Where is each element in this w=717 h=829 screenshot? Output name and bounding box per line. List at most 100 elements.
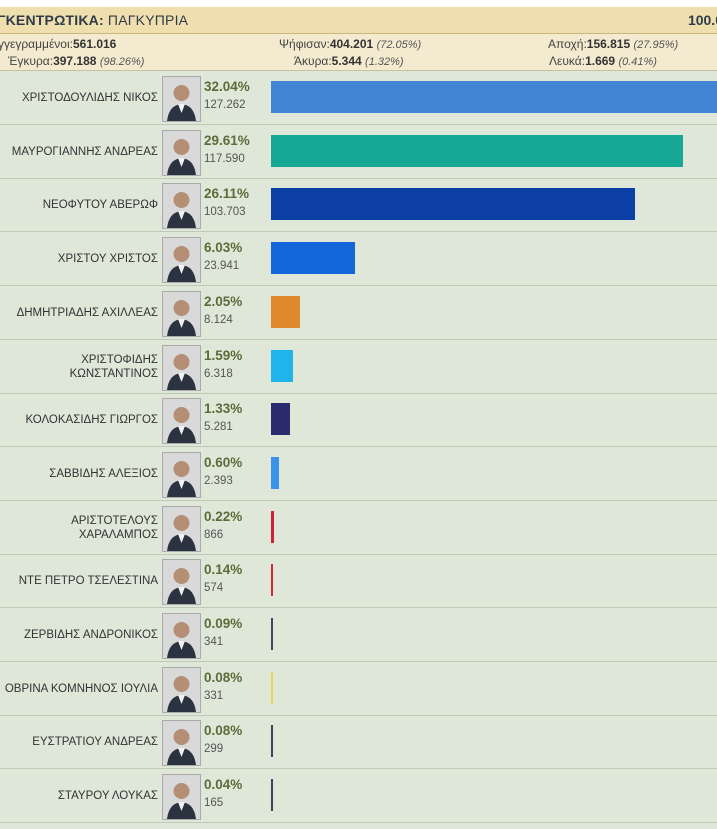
candidate-name: ΣΤΑΥΡΟΥ ΛΟΥΚΑΣ [57,789,158,802]
candidate-name: ΧΡΙΣΤΟΔΟΥΛΙΔΗΣ ΝΙΚΟΣ [21,91,158,104]
percent-label: 0.22% [204,509,243,524]
candidate-photo [162,667,201,713]
candidate-row: ΝΤΕ ΠΕΤΡΟ ΤΣΕΛΕΣΤΙΝΑ 0.14% 574 [0,554,717,608]
stat-blank: Λευκά:1.669 (0.41%) [549,54,657,68]
stat-blank-pct: (0.41%) [618,56,657,68]
votes-label: 5.281 [204,421,233,433]
stat-abstention: Αποχή:156.815 (27.95%) [548,37,678,51]
candidate-photo [162,345,201,391]
candidate-name: ΝΕΟΦΥΤΟΥ ΑΒΕΡΩΦ [42,198,158,211]
percent-label: 26.11% [204,186,250,201]
stat-abstention-pct: (27.95%) [633,39,679,51]
candidate-photo [162,130,201,176]
candidate-name: ΣΑΒΒΙΔΗΣ ΑΛΕΞΙΟΣ [49,467,158,480]
candidate-photo [162,506,201,552]
candidate-name: ΜΑΥΡΟΓΙΑΝΝΗΣ ΑΝΔΡΕΑΣ [11,145,158,158]
candidate-name: ΝΤΕ ΠΕΤΡΟ ΤΣΕΛΕΣΤΙΝΑ [18,574,158,587]
candidate-photo [162,559,201,605]
candidate-row: ΕΥΣΤΡΑΤΙΟΥ ΑΝΔΡΕΑΣ 0.08% 299 [0,715,717,769]
result-bar [271,725,273,757]
stat-valid: Έγκυρα:397.188 (98.26%) [8,54,144,68]
candidate-row: ΝΕΟΦΥΤΟΥ ΑΒΕΡΩΦ 26.11% 103.703 [0,178,717,232]
candidate-row: ΖΕΡΒΙΔΗΣ ΑΝΔΡΟΝΙΚΟΣ 0.09% 341 [0,608,717,662]
votes-label: 299 [204,743,224,755]
stat-abstention-label: Αποχή: [548,37,587,51]
candidate-photo [162,774,201,820]
candidate-name: ΧΡΙΣΤΟΦΙΔΗΣ ΚΩΝΣΤΑΝΤΙΝΟΣ [69,353,158,380]
candidate-name: ΟΒΡΙΝΑ ΚΟΜΝΗΝΟΣ ΙΟΥΛΙΑ [4,682,158,695]
votes-label: 103.703 [204,206,246,218]
votes-label: 331 [204,690,224,702]
percent-label: 1.33% [204,401,243,416]
result-bar [271,457,280,489]
votes-label: 574 [204,582,224,594]
percent-label: 6.03% [204,240,243,255]
percent-label: 0.04% [204,777,243,792]
stat-invalid: Άκυρα:5.344 (1.32%) [294,54,404,68]
percent-label: 32.04% [204,79,250,94]
result-bar [271,350,294,382]
candidate-photo [162,237,201,283]
stat-voted-value: 404.201 [329,37,374,51]
stat-invalid-value: 5.344 [331,54,362,68]
result-bar [271,296,300,328]
title-rest: ΠΑΓΚΥΠΡΙΑ [103,12,189,28]
candidate-row: ΧΡΙΣΤΟΦΙΔΗΣ ΚΩΝΣΤΑΝΤΙΝΟΣ 1.59% 6.318 [0,340,717,394]
votes-label: 23.941 [204,260,240,272]
result-bar [271,672,273,704]
stat-registered: γγεγραμμένοι:561.016 [0,37,116,51]
candidate-name: ΑΡΙΣΤΟΤΕΛΟΥΣ ΧΑΡΑΛΑΜΠΟΣ [71,514,158,541]
votes-label: 2.393 [204,475,233,487]
stat-invalid-label: Άκυρα: [294,54,332,68]
candidate-photo [162,720,201,766]
stat-invalid-pct: (1.32%) [365,56,404,68]
candidate-photo [162,452,201,498]
candidate-row: ΧΡΙΣΤΟΔΟΥΛΙΔΗΣ ΝΙΚΟΣ 32.04% 127.262 [0,71,717,125]
percent-label: 2.05% [204,294,243,309]
stat-voted-label: Ψήφισαν: [279,37,330,51]
candidate-name: ΚΟΛΟΚΑΣΙΔΗΣ ΓΙΩΡΓΟΣ [25,413,158,426]
result-bar [271,188,635,220]
turnout-stats: γγεγραμμένοι:561.016 Ψήφισαν:404.201 (72… [0,34,717,71]
result-bar [271,242,355,274]
result-bar [271,81,717,113]
candidate-row: ΟΒΡΙΝΑ ΚΟΜΝΗΝΟΣ ΙΟΥΛΙΑ 0.08% 331 [0,662,717,716]
percent-label: 0.08% [204,670,243,685]
votes-label: 117.590 [204,153,245,165]
page-title: ΓΚΕΝΤΡΩΤΙΚΑ: ΠΑΓΚΥΠΡΙΑ [0,12,188,28]
candidate-row: ΧΡΙΣΤΟΥ ΧΡΙΣΤΟΣ 6.03% 23.941 [0,232,717,286]
candidate-name: ΕΥΣΤΡΑΤΙΟΥ ΑΝΔΡΕΑΣ [32,735,158,748]
candidate-photo [162,398,201,444]
percent-label: 0.09% [204,616,243,631]
votes-label: 341 [204,636,224,648]
title-bold: ΓΚΕΝΤΡΩΤΙΚΑ: [0,12,104,28]
candidate-row: ΣΤΑΥΡΟΥ ΛΟΥΚΑΣ 0.04% 165 [0,769,717,823]
stat-blank-value: 1.669 [585,54,616,68]
results-header: ΓΚΕΝΤΡΩΤΙΚΑ: ΠΑΓΚΥΠΡΙΑ 100.0 [0,7,717,34]
stat-blank-label: Λευκά: [549,54,586,68]
candidate-photo [162,76,201,122]
stat-registered-label: γγεγραμμένοι: [0,37,73,51]
candidate-photo [162,291,201,337]
stat-valid-label: Έγκυρα: [8,54,54,68]
votes-label: 6.318 [204,368,233,380]
stat-valid-pct: (98.26%) [99,56,145,68]
result-bar [271,779,273,811]
candidate-row: ΣΑΒΒΙΔΗΣ ΑΛΕΞΙΟΣ 0.60% 2.393 [0,447,717,501]
percent-label: 29.61% [204,133,250,148]
candidate-row: ΑΡΙΣΤΟΤΕΛΟΥΣ ΧΑΡΑΛΑΜΠΟΣ 0.22% 866 [0,501,717,555]
votes-label: 866 [204,529,224,541]
stat-valid-value: 397.188 [53,54,97,68]
percent-label: 0.08% [204,723,243,738]
candidate-row: ΚΟΛΟΚΑΣΙΔΗΣ ΓΙΩΡΓΟΣ 1.33% 5.281 [0,393,717,447]
candidate-name: ΧΡΙΣΤΟΥ ΧΡΙΣΤΟΣ [57,252,158,265]
counted-percent: 100.0 [687,12,717,28]
candidate-name: ΔΗΜΗΤΡΙΑΔΗΣ ΑΧΙΛΛΕΑΣ [16,306,158,319]
stat-abstention-value: 156.815 [586,37,631,51]
top-border [0,0,717,7]
percent-label: 1.59% [204,348,243,363]
candidate-photo [162,183,201,229]
stat-voted: Ψήφισαν:404.201 (72.05%) [279,37,421,51]
votes-label: 165 [204,797,224,809]
result-bar [271,403,290,435]
